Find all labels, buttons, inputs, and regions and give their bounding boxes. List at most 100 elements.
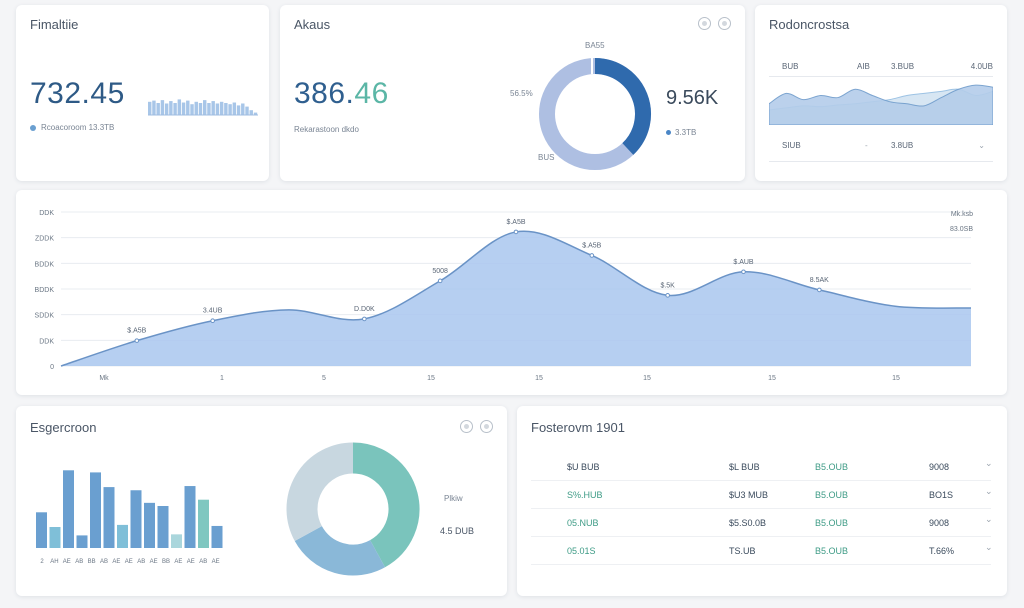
area-series-fill [61, 231, 971, 366]
bar [211, 525, 223, 548]
table-cell: BO1S [929, 490, 954, 500]
sparkline [148, 99, 258, 116]
x-tick-label: AE [174, 559, 182, 565]
bar [90, 472, 101, 548]
top-label: 3.BUB [891, 62, 915, 71]
top-label: BUB [782, 62, 799, 71]
chevron-down-icon[interactable]: ⌄ [985, 458, 993, 468]
chart-legend: Mk.ksb 83.0SB [950, 207, 973, 237]
metric-value: 732.45 [30, 77, 125, 110]
chevron-down-icon[interactable]: ⌄ [985, 514, 993, 524]
bar [76, 535, 88, 548]
metric-card-2: Akaus 386.46 Rekarastoon dkdo BA55 56.5%… [280, 5, 745, 181]
donut-legend-label: Plkiw [444, 494, 463, 503]
donut-legend-value: 4.5 DUB [440, 526, 475, 536]
data-label: 8.5AK [810, 277, 829, 284]
table-cell: TS.UB [729, 546, 756, 556]
donut-segment [352, 442, 420, 568]
data-point [210, 318, 215, 324]
data-point [741, 269, 746, 275]
main-chart-card: $.A5B 3.4UB D.D0K 5008 $.A5B $.A5B $.5K $.AUB 8.… [16, 190, 1007, 395]
chevron-down-icon[interactable]: ⌄ [978, 141, 985, 150]
bar [198, 499, 209, 548]
x-tick-label: 15 [768, 375, 776, 382]
bar [63, 470, 74, 548]
settings-icon[interactable] [460, 420, 473, 433]
table-cell: $L BUB [729, 462, 760, 472]
table-cell: $U BUB [567, 462, 600, 472]
table-cell: B5.OUB [815, 518, 849, 528]
chevron-down-icon[interactable]: ⌄ [985, 542, 993, 552]
donut-chart [539, 58, 651, 170]
spark-bar [224, 103, 228, 115]
spark-bar [186, 100, 190, 115]
spark-bar [203, 100, 207, 115]
bottom-labels: SIUB - 3.8UB ⌄ [769, 141, 993, 162]
bar [184, 486, 196, 548]
donut-label-top: BA55 [585, 41, 605, 50]
data-label: $.A5B [582, 242, 601, 249]
main-area-chart: $.A5B 3.4UB D.D0K 5008 $.A5B $.A5B $.5K $.AUB 8.… [35, 210, 972, 382]
spark-bar [181, 102, 186, 115]
x-tick-label: 5 [322, 375, 326, 382]
x-tick-label: AE [212, 559, 220, 565]
bar [144, 502, 155, 548]
bar [49, 527, 61, 548]
spark-bar [207, 103, 211, 115]
metric-legend: Rcoacoroom 13.3TB [30, 123, 114, 132]
y-tick-label: ZDDK [35, 236, 54, 243]
table-cell: B5.OUB [815, 462, 849, 472]
spark-bar [232, 102, 237, 115]
spark-bar [241, 103, 245, 115]
x-tick-label: AE [63, 559, 71, 565]
data-label: D.D0K [354, 306, 375, 313]
spark-bar [249, 110, 253, 115]
table-cell: B5.OUB [815, 490, 849, 500]
card-title: Esgercroon [30, 420, 97, 435]
donut-chart [286, 442, 420, 576]
legend-dot-icon [666, 130, 671, 135]
legend-label: Rcoacoroom 13.3TB [41, 123, 115, 132]
table-row[interactable]: $U BUB $L BUB B5.OUB 9008 ⌄ [531, 452, 993, 481]
bar [157, 506, 169, 548]
data-point [589, 253, 595, 258]
top-label: 4.0UB [970, 62, 993, 71]
card-title: Fosterovm 1901 [531, 420, 625, 435]
metric-card-1: Fimaltiie 732.45 Rcoacoroom 13.3TB [16, 5, 269, 181]
bar [171, 534, 182, 548]
x-tick-label: 15 [427, 375, 435, 382]
table-cell: B5.OUB [815, 546, 849, 556]
metric-card-3: Rodoncrostsa BUB AIB 3.BUB 4.0UB SIUB - … [755, 5, 1007, 181]
data-point [817, 287, 822, 293]
spark-bar [219, 101, 224, 115]
donut-label-bottom: BUS [538, 153, 555, 162]
info-icon[interactable] [480, 420, 493, 433]
bar-donut-card: Esgercroon 2 AH AE AB BB AB AE AE AB AE BB AE AE AB AE… [16, 406, 507, 596]
data-point [513, 229, 519, 235]
spark-bar [194, 101, 198, 115]
spark-bar [190, 104, 194, 115]
data-label: $.A5B [127, 328, 146, 335]
table-row[interactable]: S%.HUB $U3 MUB B5.OUB BO1S ⌄ [531, 480, 993, 509]
table-cell: 9008 [929, 462, 950, 472]
table-cell: S%.HUB [567, 490, 603, 500]
chevron-down-icon[interactable]: ⌄ [985, 486, 993, 496]
bar [36, 512, 47, 548]
card-actions [698, 17, 731, 30]
settings-icon[interactable] [698, 17, 711, 30]
bar [103, 487, 115, 548]
x-tick-label: Mk [99, 375, 109, 382]
x-tick-label: BB [88, 559, 96, 565]
legend-item: Mk.ksb [950, 211, 973, 218]
info-icon[interactable] [718, 17, 731, 30]
spark-bar [228, 104, 232, 115]
spark-bar [169, 101, 173, 115]
spark-bar [177, 99, 182, 115]
table-row[interactable]: 05.01S TS.UB B5.OUB T.66% ⌄ [531, 536, 993, 565]
donut-value: 9.56K [666, 87, 719, 109]
x-tick-label: AE [150, 559, 158, 565]
table-cell: $U3 MUB [729, 490, 769, 500]
table-row[interactable]: 05.NUB $5.S0.0B B5.OUB 9008 ⌄ [531, 508, 993, 537]
table-cell: 05.01S [567, 546, 596, 556]
data-label: $.A5B [506, 219, 525, 226]
